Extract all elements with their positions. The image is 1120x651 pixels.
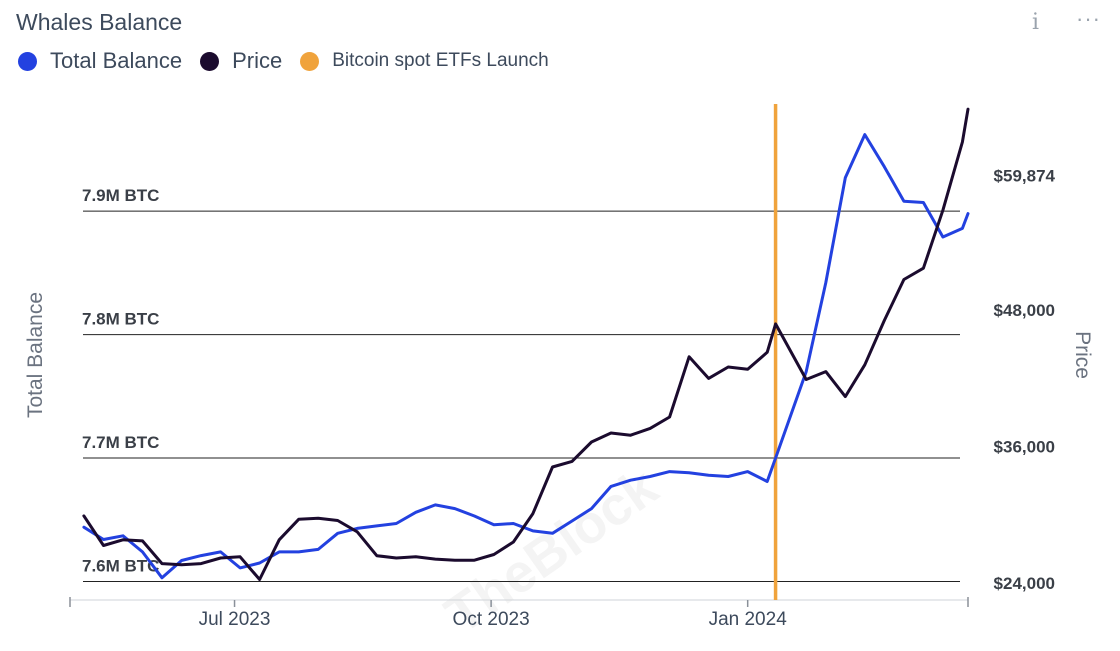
y-left-tick-label: 7.7M BTC	[82, 433, 159, 452]
legend-item-etf-launch[interactable]: Bitcoin spot ETFs Launch	[300, 50, 549, 72]
y-right-axis-title: Price	[1071, 331, 1094, 379]
legend-label-price: Price	[232, 48, 283, 73]
price-line	[82, 107, 970, 581]
x-tick-label: Oct 2023	[453, 609, 530, 630]
y-right-tick-label: $36,000	[994, 438, 1055, 457]
legend: Total Balance Price Bitcoin spot ETFs La…	[18, 48, 567, 74]
legend-marker-price	[200, 51, 220, 71]
total-balance-line	[82, 133, 970, 580]
legend-label-total-balance: Total Balance	[50, 48, 183, 73]
legend-item-price[interactable]: Price	[200, 48, 282, 74]
legend-label-etf-launch: Bitcoin spot ETFs Launch	[332, 50, 549, 71]
y-left-tick-label: 7.8M BTC	[82, 310, 159, 329]
y-right-tick-label: $48,000	[994, 301, 1055, 320]
x-tick-label: Jul 2023	[199, 609, 271, 630]
y-left-tick-label: 7.6M BTC	[82, 556, 159, 575]
y-right-tick-label: $24,000	[994, 574, 1055, 593]
y-left-tick-label: 7.9M BTC	[82, 186, 159, 205]
y-left-axis-title: Total Balance	[24, 292, 47, 418]
y-right-tick-label: $59,874	[994, 166, 1056, 185]
legend-item-total-balance[interactable]: Total Balance	[18, 48, 182, 74]
legend-marker-etf-launch	[300, 51, 320, 71]
legend-marker-total-balance	[18, 51, 37, 71]
more-options-icon[interactable]: ···	[1076, 6, 1101, 31]
info-icon[interactable]: i	[1032, 10, 1040, 35]
chart-title: Whales Balance	[16, 9, 183, 35]
x-tick-label: Jan 2024	[709, 609, 788, 630]
